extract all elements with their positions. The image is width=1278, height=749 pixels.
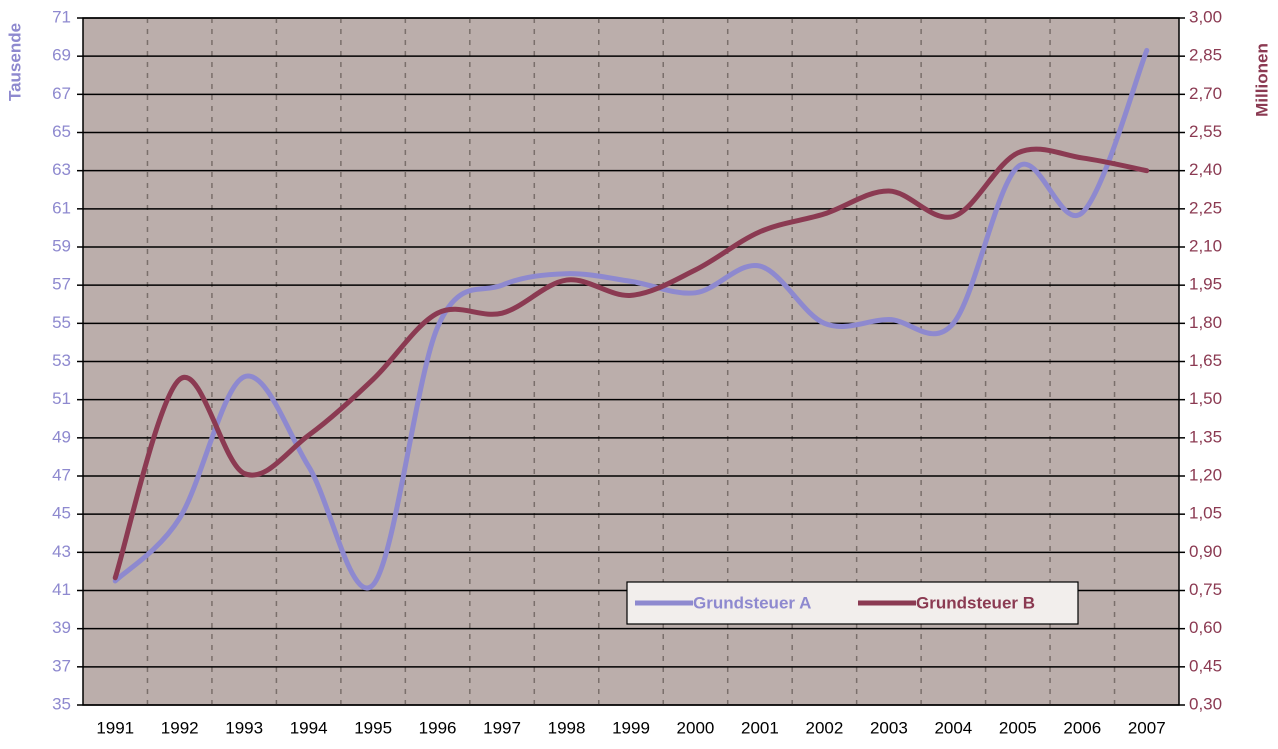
y2-tick-label: 3,00 — [1189, 7, 1222, 26]
y-tick-label: 55 — [52, 313, 71, 332]
x-tick-label: 2004 — [934, 718, 972, 737]
y2-axis-label: Millionen — [1252, 43, 1271, 117]
x-tick-label: 2007 — [1128, 718, 1166, 737]
x-tick-label: 1999 — [612, 718, 650, 737]
y-tick-label: 65 — [52, 122, 71, 141]
y-tick-label: 53 — [52, 351, 71, 370]
y2-tick-label: 1,65 — [1189, 351, 1222, 370]
y2-tick-label: 1,50 — [1189, 389, 1222, 408]
legend-label: Grundsteuer B — [916, 593, 1035, 612]
x-tick-label: 2001 — [741, 718, 779, 737]
y2-tick-label: 0,30 — [1189, 694, 1222, 713]
series-line — [112, 146, 1150, 581]
y-tick-label: 41 — [52, 580, 71, 599]
y2-tick-label: 1,05 — [1189, 504, 1222, 523]
y2-tick-label: 0,75 — [1189, 580, 1222, 599]
y-tick-label: 37 — [52, 656, 71, 675]
y-tick-label: 39 — [52, 618, 71, 637]
series-line — [112, 47, 1150, 591]
y-tick-label: 69 — [52, 46, 71, 65]
y-tick-label: 51 — [52, 389, 71, 408]
y-tick-label: 35 — [52, 694, 71, 713]
x-tick-label: 1996 — [419, 718, 457, 737]
y2-tick-label: 1,35 — [1189, 427, 1222, 446]
y-tick-label: 47 — [52, 465, 71, 484]
y2-tick-label: 0,90 — [1189, 542, 1222, 561]
x-tick-label: 1998 — [548, 718, 586, 737]
legend-box — [626, 581, 1079, 625]
y-tick-label: 59 — [52, 236, 71, 255]
x-tick-label: 1991 — [96, 718, 134, 737]
x-tick-label: 2005 — [999, 718, 1037, 737]
x-tick-label: 1993 — [225, 718, 263, 737]
x-tick-label: 2006 — [1063, 718, 1101, 737]
y-tick-label: 57 — [52, 275, 71, 294]
x-tick-label: 1994 — [290, 718, 328, 737]
y-tick-label: 43 — [52, 542, 71, 561]
y2-tick-label: 1,20 — [1189, 465, 1222, 484]
x-tick-label: 2000 — [677, 718, 715, 737]
x-tick-label: 2003 — [870, 718, 908, 737]
x-tick-label: 2002 — [805, 718, 843, 737]
y2-tick-label: 0,60 — [1189, 618, 1222, 637]
y2-tick-label: 2,70 — [1189, 84, 1222, 103]
y-tick-label: 67 — [52, 84, 71, 103]
y-tick-label: 61 — [52, 198, 71, 217]
y-tick-label: 71 — [52, 7, 71, 26]
y-tick-label: 45 — [52, 504, 71, 523]
y2-tick-label: 1,80 — [1189, 313, 1222, 332]
y-tick-label: 49 — [52, 427, 71, 446]
y2-tick-label: 2,40 — [1189, 160, 1222, 179]
y2-tick-label: 1,95 — [1189, 275, 1222, 294]
y-tick-label: 63 — [52, 160, 71, 179]
legend-label: Grundsteuer A — [693, 593, 811, 612]
x-tick-label: 1992 — [161, 718, 199, 737]
y2-tick-label: 2,55 — [1189, 122, 1222, 141]
y2-tick-label: 2,25 — [1189, 198, 1222, 217]
y2-tick-label: 2,10 — [1189, 236, 1222, 255]
x-tick-label: 1997 — [483, 718, 521, 737]
y2-tick-label: 0,45 — [1189, 656, 1222, 675]
y-axis-label: Tausende — [5, 23, 24, 101]
x-tick-label: 1995 — [354, 718, 392, 737]
y2-tick-label: 2,85 — [1189, 46, 1222, 65]
